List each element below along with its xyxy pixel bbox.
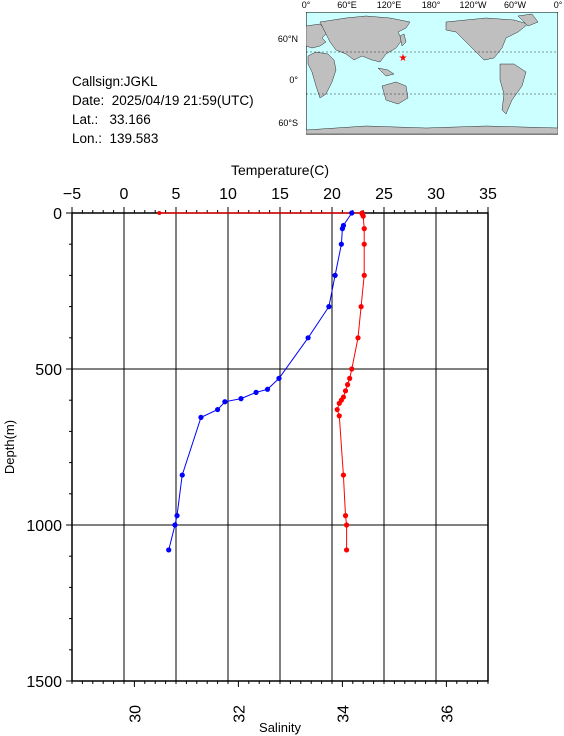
station-info: Callsign:JGKL Date: 2025/04/19 21:59(UTC… <box>72 72 254 148</box>
lon-text: Lon.: 139.583 <box>72 131 159 146</box>
temperature-tick-label: −5 <box>63 186 81 203</box>
temperature-data-point <box>355 335 361 341</box>
temperature-data-point <box>347 375 353 381</box>
temperature-data-point <box>360 213 366 219</box>
callsign-text: Callsign:JGKL <box>72 74 158 89</box>
depth-tick-label: 500 <box>35 362 62 379</box>
salinity-data-point <box>238 396 244 402</box>
salinity-data-point <box>222 399 228 405</box>
temperature-tick-label: 5 <box>172 186 181 203</box>
temperature-tick-label: 0 <box>120 186 129 203</box>
temperature-data-point <box>358 304 364 310</box>
salinity-data-point <box>253 389 259 395</box>
salinity-data-point <box>349 210 355 216</box>
map-lon-label: 60°W <box>503 0 527 10</box>
salinity-tick-label: 30 <box>127 705 144 723</box>
temperature-tick-label: 10 <box>219 186 237 203</box>
salinity-data-point <box>198 414 204 420</box>
salinity-tick-label: 34 <box>335 705 352 723</box>
temperature-tick-label: 30 <box>427 186 445 203</box>
salinity-axis-title: Salinity <box>259 720 301 735</box>
temperature-surface-point <box>157 211 162 215</box>
salinity-tick-label: 32 <box>231 705 248 723</box>
salinity-data-point <box>264 386 271 392</box>
temperature-tick-label: 35 <box>479 186 497 203</box>
salinity-data-point <box>276 375 282 381</box>
map-lon-label: 0° <box>553 0 563 10</box>
map-land <box>306 13 558 135</box>
salinity-data-point <box>166 547 172 553</box>
salinity-data-point <box>215 406 221 413</box>
salinity-data-point <box>172 522 178 528</box>
map-lat-label: 60°N <box>277 34 298 44</box>
temperature-data-point <box>361 226 367 232</box>
temperature-tick-label: 20 <box>323 186 341 203</box>
map-lat-label: 60°S <box>278 118 298 128</box>
temperature-data-point <box>336 400 342 406</box>
temperature-data-point <box>343 547 350 553</box>
salinity-data-point <box>174 513 180 519</box>
salinity-profile-line <box>168 212 353 551</box>
temperature-axis-title: Temperature(C) <box>231 162 329 178</box>
map-lon-label: 0° <box>301 0 311 10</box>
map-lon-label: 180° <box>421 0 441 10</box>
salinity-tick-label: 36 <box>439 705 456 723</box>
temperature-profile-line <box>336 213 365 550</box>
salinity-data-point <box>179 472 185 478</box>
temperature-data-point <box>343 522 350 528</box>
map-lat-label: 0° <box>289 75 298 85</box>
temperature-data-point <box>342 513 349 519</box>
station-marker: ★ <box>399 53 408 64</box>
map-graticule <box>306 51 558 95</box>
salinity-data-point <box>339 226 345 232</box>
temperature-data-point <box>340 472 347 478</box>
temperature-data-point <box>336 413 342 419</box>
depth-tick-label: 1000 <box>26 518 62 535</box>
salinity-data-point <box>305 335 311 341</box>
map-lon-label: 60°E <box>337 0 357 10</box>
temperature-data-point <box>361 241 367 247</box>
temperature-tick-label: 15 <box>271 186 289 203</box>
depth-axis-title: Depth(m) <box>2 420 17 474</box>
map-lon-label: 120°E <box>376 0 402 10</box>
temperature-data-point <box>349 366 355 372</box>
salinity-data-point <box>338 241 344 247</box>
salinity-data-point <box>326 304 332 310</box>
temperature-data-point <box>342 388 349 394</box>
temperature-data-point <box>334 406 340 413</box>
world-map: ★ <box>306 12 558 135</box>
lat-text: Lat.: 33.166 <box>72 112 151 127</box>
temperature-data-point <box>361 272 367 278</box>
date-text: Date: 2025/04/19 21:59(UTC) <box>72 93 254 108</box>
depth-tick-label: 0 <box>53 206 62 223</box>
salinity-data-point <box>332 272 338 278</box>
temperature-data-point <box>345 382 351 388</box>
map-lon-label: 120°W <box>459 0 487 10</box>
depth-tick-label: 1500 <box>26 674 62 691</box>
temperature-tick-label: 25 <box>375 186 393 203</box>
